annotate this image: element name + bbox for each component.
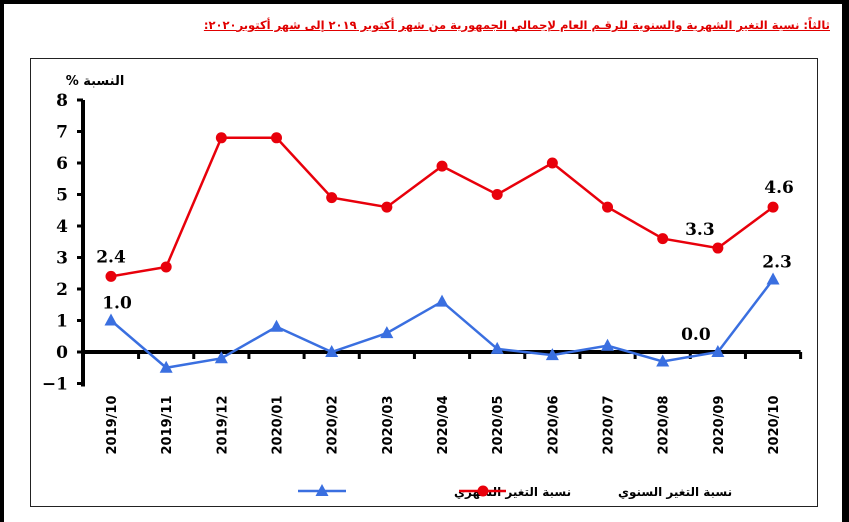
x-tick-label: 2020/03 <box>381 395 396 454</box>
y-tick-label: 0 <box>56 343 68 363</box>
annual-data-point <box>381 201 393 213</box>
y-tick-label: 6 <box>56 154 68 174</box>
y-tick-label: 2 <box>56 280 68 300</box>
data-label: 3.3 <box>685 220 715 240</box>
y-tick-label: 3 <box>56 249 68 269</box>
y-tick-label: 4 <box>56 217 68 237</box>
monthly-data-point <box>435 294 449 307</box>
monthly-data-point <box>711 345 725 357</box>
monthly-data-point <box>380 326 394 339</box>
x-tick-label: 2020/10 <box>767 395 782 454</box>
annual-data-point <box>602 201 614 213</box>
legend-annual-label: نسبة التغير السنوي <box>618 485 732 500</box>
y-tick-label: 5 <box>56 186 68 206</box>
monthly-data-point <box>104 313 118 326</box>
data-label: 2.4 <box>96 247 126 267</box>
x-tick-label: 2020/06 <box>546 395 561 454</box>
x-tick-label: 2019/10 <box>105 395 120 454</box>
annual-data-point <box>326 192 338 204</box>
legend-circle-icon <box>477 485 489 497</box>
x-tick-label: 2019/12 <box>215 395 230 454</box>
page-title: ثالثاً: نسبة التغير الشهرية والسنوية للر… <box>203 18 830 32</box>
monthly-data-point <box>325 345 339 357</box>
monthly-change-line <box>110 278 775 370</box>
y-tick-label: −1 <box>42 375 68 395</box>
line-chart: النسبة % 8 7 6 5 4 3 2 1 0 −1 2019/10 2019/11 2019/12… <box>42 74 803 500</box>
data-label: 0.0 <box>681 325 711 345</box>
x-tick-label: 2020/01 <box>271 395 286 454</box>
annual-data-point <box>215 132 227 144</box>
data-label: 4.6 <box>764 178 794 198</box>
annual-data-point <box>712 242 724 254</box>
data-label: 2.3 <box>762 253 792 273</box>
legend-triangle-icon <box>315 484 329 496</box>
annual-data-point <box>767 201 779 213</box>
annual-data-point <box>436 160 448 172</box>
y-tick-label: 8 <box>56 91 68 111</box>
y-axis-title: النسبة % <box>66 74 125 89</box>
monthly-data-point <box>545 348 559 361</box>
monthly-data-point <box>490 341 504 354</box>
legend: نسبة التغير الشهري نسبة التغير السنوي <box>298 484 732 500</box>
x-tick-label: 2020/09 <box>712 395 727 454</box>
monthly-data-point <box>766 272 780 285</box>
monthly-data-point <box>270 319 284 332</box>
annual-data-point <box>657 233 669 245</box>
annual-data-point <box>160 261 172 273</box>
y-tick-label: 7 <box>56 123 68 143</box>
monthly-data-point <box>601 338 615 351</box>
annual-change-line <box>110 136 774 278</box>
annual-data-point <box>491 189 503 200</box>
annual-data-point <box>546 157 558 169</box>
annual-data-point <box>271 132 283 144</box>
monthly-data-point <box>159 360 173 373</box>
x-tick-label: 2020/07 <box>602 395 617 454</box>
x-tick-label: 2020/02 <box>326 395 341 454</box>
monthly-data-point <box>656 354 670 367</box>
data-label: 1.0 <box>102 294 132 314</box>
monthly-data-point <box>214 351 228 364</box>
annual-data-point <box>105 270 117 282</box>
x-tick-label: 2019/11 <box>160 395 175 454</box>
page: ثالثاً: نسبة التغير الشهرية والسنوية للر… <box>4 4 842 522</box>
x-tick-label: 2020/08 <box>657 395 672 454</box>
y-tick-label: 1 <box>56 312 68 332</box>
chart-frame <box>30 58 818 507</box>
x-tick-label: 2020/04 <box>436 395 451 454</box>
x-tick-label: 2020/05 <box>491 395 506 454</box>
